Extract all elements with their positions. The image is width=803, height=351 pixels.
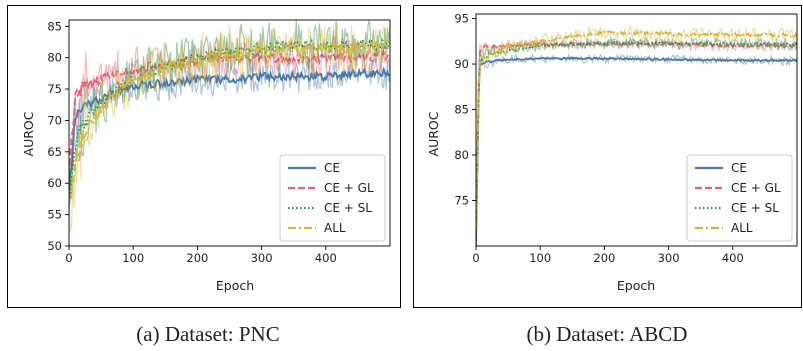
x-axis-label: Epoch xyxy=(216,278,254,293)
y-tick-label: 70 xyxy=(47,113,62,127)
panel-abcd: 0 100 200 300 400 75 80 85 90 95 CE CE + GL CE + SL… xyxy=(413,5,802,346)
series-band-ce-sl xyxy=(476,35,797,244)
y-tick-label: 85 xyxy=(454,103,469,117)
x-tick-label: 100 xyxy=(529,251,551,265)
legend-box xyxy=(279,154,386,242)
legend-label: CE + GL xyxy=(731,181,781,195)
x-tick-label: 300 xyxy=(658,251,680,265)
legend-label: ALL xyxy=(324,221,346,235)
series-band-all xyxy=(69,22,390,233)
y-axis-label: AUROC xyxy=(21,111,36,156)
x-tick-label: 400 xyxy=(315,251,337,265)
series-line-all xyxy=(476,29,797,228)
x-tick-label: 0 xyxy=(472,251,479,265)
y-tick-label: 55 xyxy=(47,208,62,222)
legend-label: ALL xyxy=(731,221,753,235)
series-line-ce xyxy=(69,66,390,192)
y-tick-label: 90 xyxy=(454,57,469,71)
legend-label: CE + SL xyxy=(324,201,372,215)
plot-frame xyxy=(475,13,798,247)
y-tick-label: 50 xyxy=(47,239,62,253)
x-tick-label: 300 xyxy=(251,251,273,265)
legend-label: CE + GL xyxy=(324,181,374,195)
series-band-ce-sl xyxy=(69,20,390,200)
x-tick-label: 200 xyxy=(186,251,208,265)
y-tick-label: 75 xyxy=(47,82,62,96)
series-band-ce-gl xyxy=(69,36,390,167)
x-tick-label: 100 xyxy=(122,251,144,265)
x-tick-label: 200 xyxy=(593,251,615,265)
x-tick-label: 400 xyxy=(722,251,744,265)
series-line-ce xyxy=(476,56,797,246)
legend-label: CE + SL xyxy=(731,201,779,215)
caption: (b) Dataset: ABCD xyxy=(527,322,688,346)
series-line-ce-sl xyxy=(476,40,797,239)
legend-label: CE xyxy=(731,161,747,175)
legend-label: CE xyxy=(324,161,340,175)
y-tick-label: 85 xyxy=(47,19,62,33)
legend-box xyxy=(686,154,793,242)
series-band-ce xyxy=(69,54,390,202)
panel-pnc: 0 100 200 300 400 50 55 60 65 70 75 80 85 CE CE + GL C… xyxy=(7,5,401,346)
series-line-ce-gl xyxy=(69,49,390,176)
series-band-ce xyxy=(476,52,797,246)
x-axis-label: Epoch xyxy=(617,278,655,293)
y-tick-label: 80 xyxy=(47,51,62,65)
plot-frame xyxy=(68,19,391,247)
y-axis-label: AUROC xyxy=(426,111,441,156)
series-line-all xyxy=(69,38,390,208)
y-tick-label: 80 xyxy=(454,148,469,162)
x-tick-label: 0 xyxy=(65,251,72,265)
y-tick-label: 60 xyxy=(47,176,62,190)
caption: (a) Dataset: PNC xyxy=(136,322,279,346)
y-tick-label: 65 xyxy=(47,145,62,159)
y-tick-label: 95 xyxy=(454,12,469,26)
y-tick-label: 75 xyxy=(454,194,469,208)
